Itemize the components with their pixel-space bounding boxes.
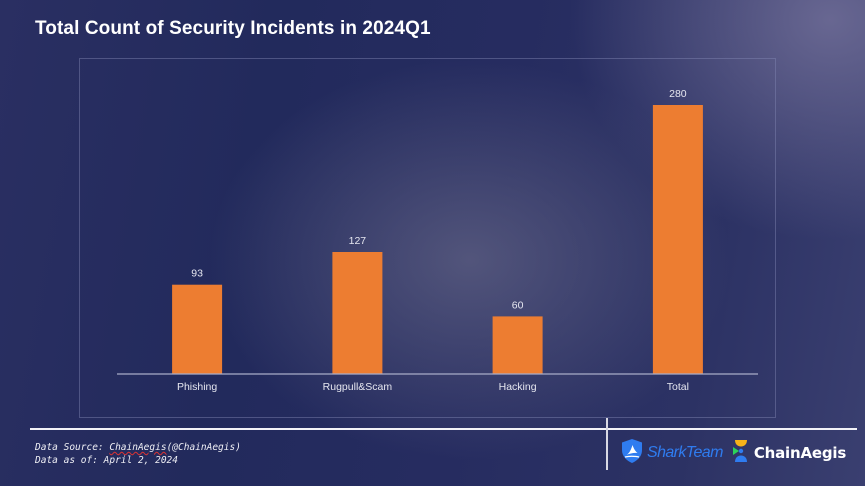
data-as-of: Data as of: April 2, 2024 — [35, 455, 178, 466]
bar-phishing — [172, 284, 223, 374]
footer-divider-vertical — [606, 418, 608, 470]
data-label: 127 — [349, 235, 367, 247]
bars-layer — [172, 105, 703, 374]
sharkteam-logo: SharkTeam — [620, 438, 723, 469]
x-tick-label: Rugpull&Scam — [323, 381, 393, 393]
bar-rugpull-scam — [332, 252, 383, 374]
data-source-name[interactable]: ChainAegis — [109, 442, 167, 453]
chainaegis-logo: ChainAegis — [732, 439, 846, 468]
data-source-handle: (@ChainAegis) — [166, 442, 241, 453]
x-tick-label: Total — [667, 381, 689, 393]
data-label: 280 — [669, 88, 687, 100]
labels-layer: 93 Phishing 127 Rugpull&Scam 60 Hacking 280 Tot… — [177, 88, 689, 393]
chart-frame — [79, 58, 776, 418]
x-tick-label: Hacking — [499, 381, 537, 393]
bar-total — [652, 105, 703, 374]
data-source-note: Data Source: ChainAegis(@ChainAegis) Dat… — [35, 441, 241, 467]
data-source-line: Data Source: ChainAegis(@ChainAegis) — [35, 441, 241, 454]
data-label: 60 — [512, 299, 524, 311]
chart-title: Total Count of Security Incidents in 202… — [35, 18, 431, 39]
bar-hacking — [492, 316, 543, 374]
shark-shield-icon — [620, 438, 644, 469]
sharkteam-wordmark: SharkTeam — [647, 444, 723, 461]
x-tick-label: Phishing — [177, 381, 217, 393]
data-label: 93 — [191, 268, 203, 280]
footer-divider-horizontal — [30, 428, 857, 430]
partner-logos: SharkTeam ChainAegis — [620, 438, 846, 468]
chainaegis-mark-icon — [732, 439, 750, 468]
chainaegis-wordmark: ChainAegis — [753, 444, 847, 462]
data-source-prefix: Data Source: — [35, 442, 110, 453]
